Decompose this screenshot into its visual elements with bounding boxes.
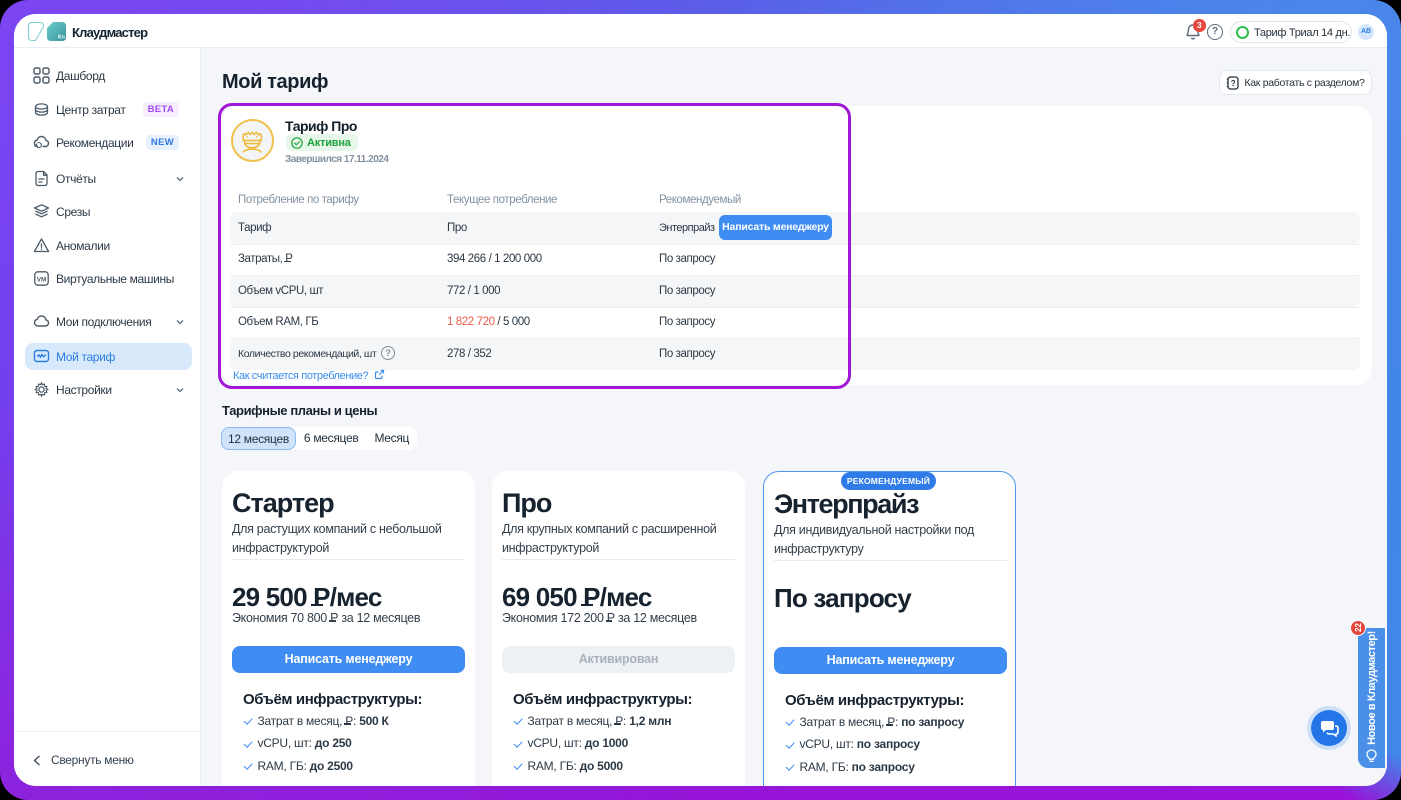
svg-text:VM: VM — [37, 276, 47, 283]
svg-text:?: ? — [1231, 79, 1236, 88]
svg-text:Кл: Кл — [58, 35, 65, 41]
